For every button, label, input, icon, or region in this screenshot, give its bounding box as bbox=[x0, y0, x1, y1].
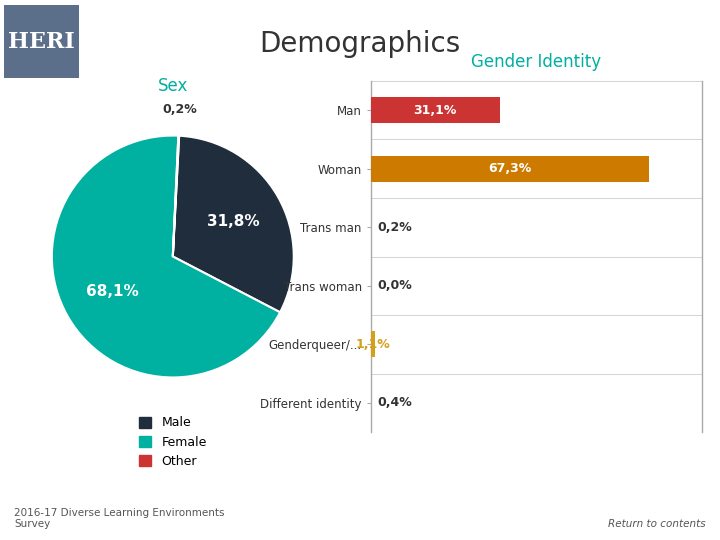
Text: 68,1%: 68,1% bbox=[86, 284, 138, 299]
Text: 0,4%: 0,4% bbox=[377, 396, 412, 409]
Wedge shape bbox=[52, 136, 280, 377]
Text: 67,3%: 67,3% bbox=[488, 162, 532, 176]
Text: Return to contents: Return to contents bbox=[608, 519, 706, 529]
Text: 31,8%: 31,8% bbox=[207, 214, 260, 229]
Title: Gender Identity: Gender Identity bbox=[472, 53, 601, 71]
Bar bbox=[371, 331, 375, 357]
Title: Sex: Sex bbox=[158, 77, 188, 96]
Wedge shape bbox=[173, 136, 294, 312]
Wedge shape bbox=[173, 136, 179, 256]
Bar bbox=[371, 156, 649, 182]
Text: HERI: HERI bbox=[8, 31, 75, 53]
Text: 1,1%: 1,1% bbox=[356, 338, 390, 351]
Legend: Male, Female, Other: Male, Female, Other bbox=[139, 416, 207, 468]
Bar bbox=[371, 97, 500, 124]
Text: 2016-17 Diverse Learning Environments
Survey: 2016-17 Diverse Learning Environments Su… bbox=[14, 508, 225, 529]
Text: 0,2%: 0,2% bbox=[163, 103, 197, 116]
Text: 31,1%: 31,1% bbox=[413, 104, 457, 117]
Text: Demographics: Demographics bbox=[259, 30, 461, 58]
Text: 0,0%: 0,0% bbox=[377, 279, 412, 292]
Text: 0,2%: 0,2% bbox=[377, 221, 412, 234]
